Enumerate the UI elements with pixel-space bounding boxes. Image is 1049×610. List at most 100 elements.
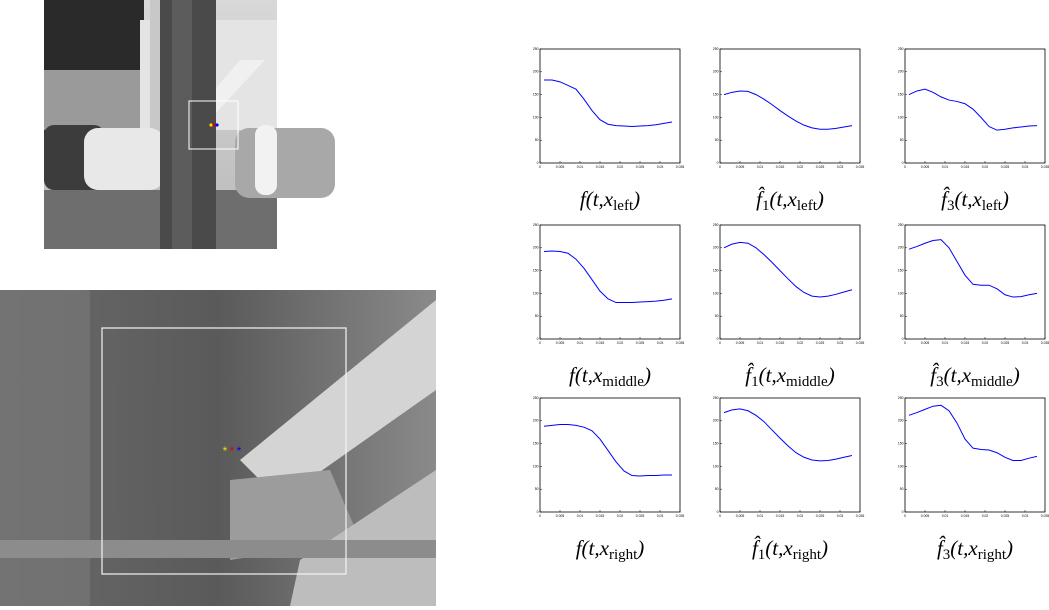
plot: 0 50 100 150 200 250 0 0.005 0.01 0.015 0.02 0.025 0… (898, 396, 1049, 563)
x-tick-label: 0.035 (1041, 341, 1049, 345)
caption-part: middle (602, 374, 644, 390)
caption: f(t,xleft) (580, 187, 640, 214)
x-tick-label: 0.01 (757, 341, 764, 345)
y-tick-label: 0 (902, 510, 904, 514)
caption-part: right (978, 547, 1007, 563)
y-tick-label: 50 (535, 314, 539, 318)
data-line (543, 423, 672, 477)
x-tick-label: 0.035 (856, 514, 865, 518)
x-tick-label: 0.015 (596, 165, 605, 169)
x-tick-label: 0.01 (577, 341, 584, 345)
caption-part: left (797, 198, 818, 214)
caption-part: middle (971, 374, 1013, 390)
caption-part: 1 (758, 547, 766, 563)
caption-part: f̂ (937, 536, 946, 560)
x-tick-label: 0.005 (921, 514, 930, 518)
y-tick-label: 0 (717, 337, 719, 341)
y-tick-label: 150 (898, 92, 904, 96)
x-tick-label: 0.02 (617, 341, 624, 345)
x-tick-label: 0.005 (556, 341, 565, 345)
plot-frame (539, 48, 681, 164)
x-tick-label: 0.02 (982, 514, 989, 518)
x-tick-label: 0.015 (776, 514, 785, 518)
caption-part: (t,x (586, 187, 614, 211)
x-tick-label: 0 (719, 165, 721, 169)
plot-frame (539, 224, 681, 340)
x-tick-label: 0.02 (617, 514, 624, 518)
caption: f̂3(t,xmiddle) (930, 363, 1019, 390)
y-tick-label: 0 (537, 337, 539, 341)
caption: f̂3(t,xleft) (941, 187, 1009, 214)
x-tick-label: 0.025 (636, 514, 645, 518)
y-tick-label: 50 (900, 487, 904, 491)
y-tick-label: 50 (715, 487, 719, 491)
x-tick-label: 0.005 (556, 514, 565, 518)
y-tick-label: 200 (713, 246, 719, 250)
caption-part: f̂ (756, 187, 765, 211)
x-tick-label: 0.025 (1001, 514, 1010, 518)
caption-part: (t,x (950, 536, 978, 560)
y-tick-label: 200 (713, 419, 719, 423)
x-tick-label: 0.015 (961, 514, 970, 518)
y-tick-label: 200 (898, 419, 904, 423)
caption-part: ) (1005, 536, 1013, 560)
x-tick-label: 0.03 (657, 341, 664, 345)
caption: f(t,xright) (576, 536, 645, 563)
x-tick-label: 0.035 (1041, 514, 1049, 518)
y-tick-label: 200 (898, 70, 904, 74)
x-tick-label: 0.035 (1041, 165, 1049, 169)
caption: f̂3(t,xright) (937, 536, 1013, 563)
plot: 0 50 100 150 200 250 0 0.005 0.01 0.015 0.02 0.025 0… (713, 223, 865, 390)
y-tick-label: 200 (533, 70, 539, 74)
caption-part: (t,x (759, 363, 787, 387)
plot-frame (719, 397, 861, 513)
plot: 0 50 100 150 200 250 0 0.005 0.01 0.015 0.02 0.025 0… (898, 223, 1049, 390)
x-tick-label: 0.025 (816, 514, 825, 518)
x-tick-label: 0.03 (657, 514, 664, 518)
y-tick-label: 200 (533, 246, 539, 250)
caption: f̂1(t,xleft) (756, 187, 824, 214)
x-tick-label: 0 (904, 341, 906, 345)
x-tick-label: 0.03 (657, 165, 664, 169)
y-tick-label: 50 (900, 314, 904, 318)
x-tick-label: 0.015 (596, 341, 605, 345)
x-tick-label: 0.025 (1001, 341, 1010, 345)
caption-part: 3 (943, 547, 951, 563)
data-line (908, 239, 1038, 298)
plot: 0 50 100 150 200 250 0 0.005 0.01 0.015 0.02 0.025 0… (533, 396, 685, 563)
top-photo (44, 0, 335, 249)
y-tick-label: 0 (537, 161, 539, 165)
x-tick-label: 0.03 (837, 165, 844, 169)
x-tick-label: 0.03 (837, 514, 844, 518)
x-tick-label: 0.005 (921, 341, 930, 345)
plot-frame (539, 397, 681, 513)
x-tick-label: 0.03 (1022, 165, 1029, 169)
x-tick-label: 0.02 (982, 341, 989, 345)
y-tick-label: 250 (533, 47, 539, 51)
x-tick-label: 0.03 (1022, 514, 1029, 518)
x-tick-label: 0.035 (676, 514, 685, 518)
x-tick-label: 0 (539, 165, 541, 169)
caption-part: 3 (936, 374, 944, 390)
x-tick-label: 0.015 (776, 341, 785, 345)
caption-part: right (609, 547, 638, 563)
caption-part: 1 (751, 374, 759, 390)
caption-part: ) (1012, 363, 1020, 387)
y-tick-label: 100 (898, 115, 904, 119)
x-tick-label: 0.035 (676, 165, 685, 169)
plot-frame (904, 224, 1046, 340)
y-tick-label: 150 (898, 441, 904, 445)
y-tick-label: 50 (715, 314, 719, 318)
x-tick-label: 0.01 (577, 514, 584, 518)
x-tick-label: 0.005 (736, 341, 745, 345)
plot: 0 50 100 150 200 250 0 0.005 0.01 0.015 0.02 0.025 0… (898, 47, 1049, 214)
y-tick-label: 150 (533, 268, 539, 272)
y-tick-label: 0 (717, 510, 719, 514)
caption-part: f̂ (941, 187, 950, 211)
y-tick-label: 100 (898, 464, 904, 468)
x-tick-label: 0.01 (757, 514, 764, 518)
caption-part: (t,x (769, 187, 797, 211)
caption: f(t,xmiddle) (569, 363, 651, 390)
caption-part: ) (636, 536, 644, 560)
y-tick-label: 150 (713, 92, 719, 96)
